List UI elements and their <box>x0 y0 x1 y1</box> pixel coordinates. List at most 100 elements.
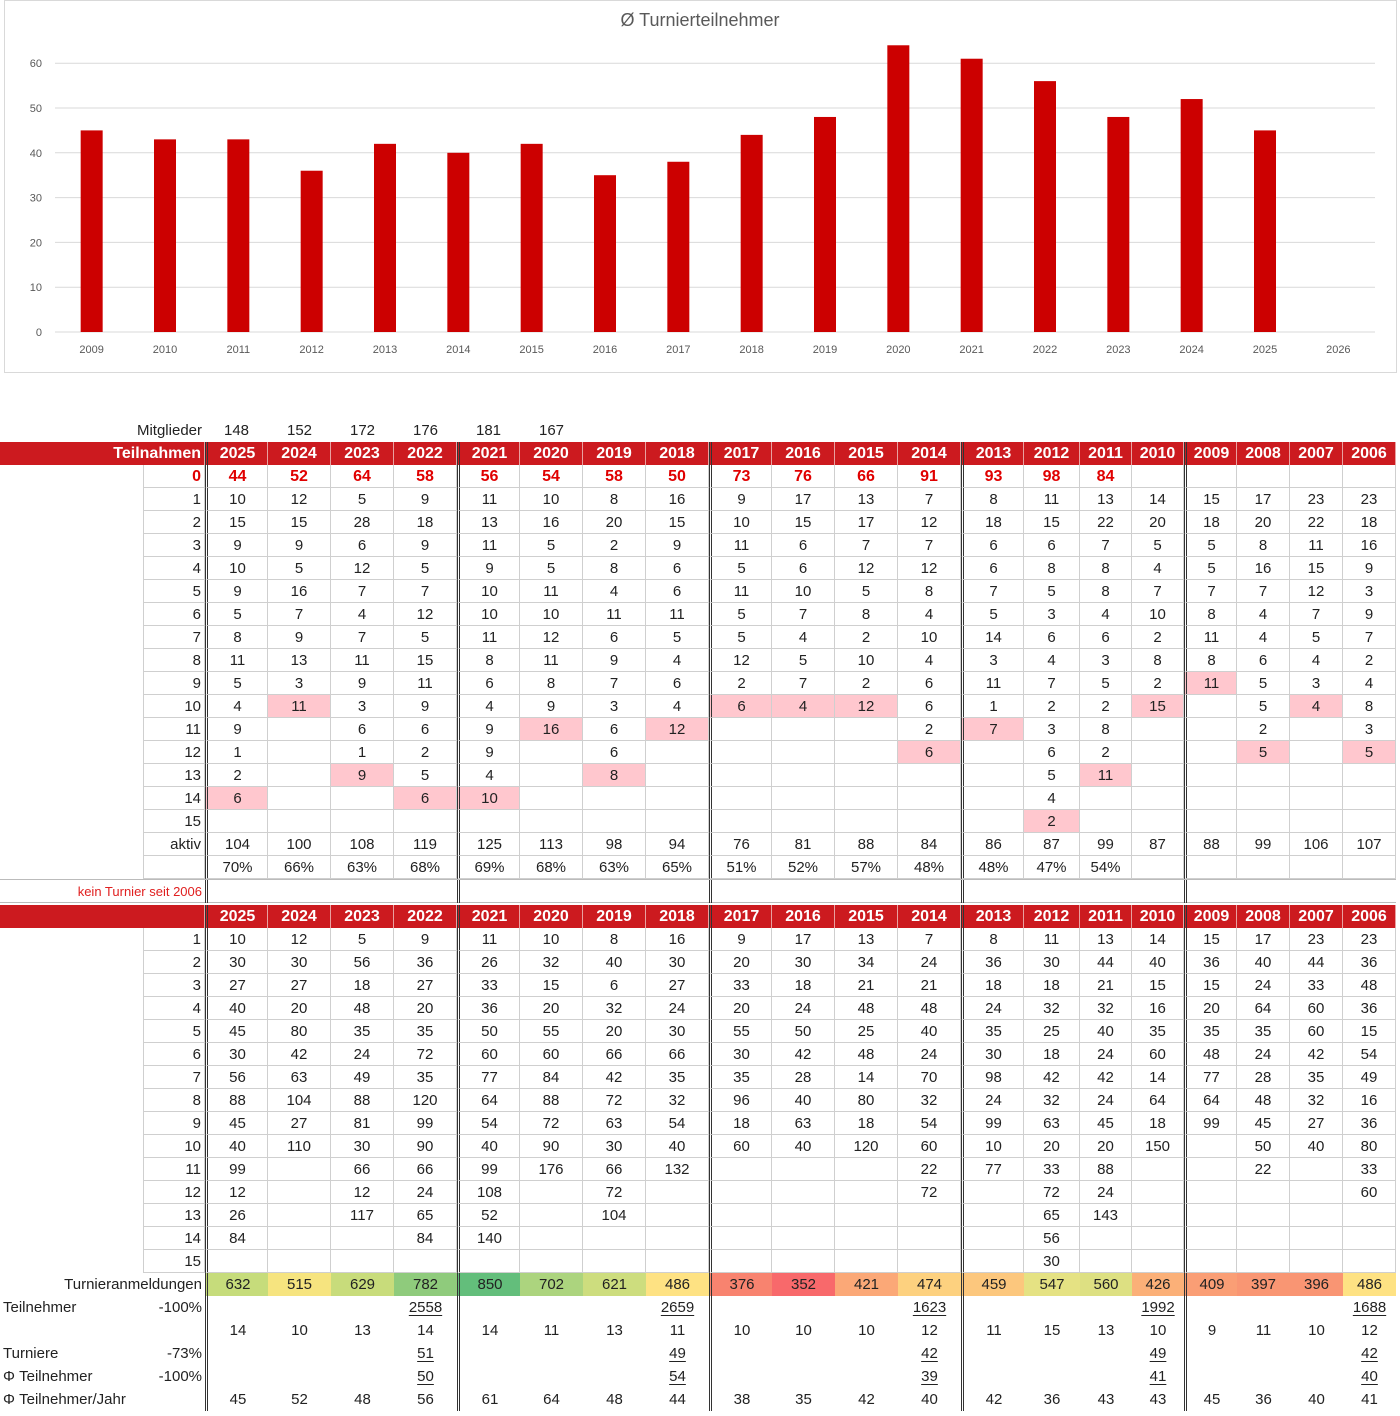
cell: 2 <box>1132 672 1184 695</box>
bar-2012 <box>300 170 323 332</box>
cell: 18 <box>835 1112 898 1135</box>
cell <box>709 764 772 787</box>
cell: 60 <box>1290 997 1343 1020</box>
cell: 10 <box>858 1322 875 1339</box>
participation-row: 4 10 5 12 5 9 5 8 6 5 6 12 12 6 8 8 4 5 16 15 9 <box>0 557 1396 580</box>
y-tick-label: 10 <box>30 282 42 294</box>
cell: 99 <box>961 1112 1024 1135</box>
y-tick-label: 50 <box>30 103 42 115</box>
cell <box>835 1296 898 1319</box>
row-label: 7 <box>143 626 205 649</box>
cell <box>268 1250 331 1273</box>
cell <box>520 787 583 810</box>
cell <box>1237 1296 1290 1319</box>
cell <box>1290 880 1343 903</box>
cell <box>709 1342 772 1365</box>
points-row: 5 45 80 35 35 50 55 20 30 55 50 25 40 35 25 40 35 35 35 60 1… <box>0 1020 1396 1043</box>
cell: 70 <box>898 1066 961 1089</box>
cell: 9 <box>331 672 394 695</box>
cell <box>709 1365 772 1388</box>
spacer <box>0 1158 143 1181</box>
cell: 24 <box>1237 1043 1290 1066</box>
cell <box>1343 465 1396 488</box>
cell: 42 <box>268 1043 331 1066</box>
spacer <box>0 951 143 974</box>
cell: 32 <box>1024 1089 1080 1112</box>
spacer <box>0 1089 143 1112</box>
cell <box>898 787 961 810</box>
row-label: 12 <box>143 1181 205 1204</box>
cell: 11 <box>583 603 646 626</box>
cell: 20 <box>583 511 646 534</box>
cell: 2 <box>205 764 268 787</box>
cell: 54 <box>520 465 583 488</box>
cell <box>1290 856 1343 879</box>
cell: 12 <box>835 557 898 580</box>
cell: 24 <box>1080 1181 1132 1204</box>
cell: 24 <box>1237 974 1290 997</box>
row-label: 10 <box>143 695 205 718</box>
cell: 32 <box>646 1089 709 1112</box>
cell <box>646 1227 709 1250</box>
cell: 66% <box>268 856 331 879</box>
cell <box>835 1227 898 1250</box>
cell: 30 <box>1024 951 1080 974</box>
cell: 49 <box>1343 1066 1396 1089</box>
row-label: 9 <box>143 1112 205 1135</box>
cell <box>1132 718 1184 741</box>
cell <box>1080 880 1132 903</box>
note-row: kein Turnier seit 2006 <box>0 879 1396 903</box>
cell: 45 <box>1237 1112 1290 1135</box>
cell: 56 <box>1024 1227 1080 1250</box>
cell <box>709 1227 772 1250</box>
cell: 36 <box>457 997 520 1020</box>
cell: 8 <box>961 928 1024 951</box>
cell: 4 <box>1237 626 1290 649</box>
spacer <box>0 488 143 511</box>
participation-row: 5 9 16 7 7 10 11 4 6 11 10 5 8 7 5 8 7 7 7 12 3 <box>0 580 1396 603</box>
cell: 60 <box>898 1135 961 1158</box>
cell <box>1343 1204 1396 1227</box>
cell: 32 <box>1290 1089 1343 1112</box>
cell <box>268 1158 331 1181</box>
cell: 7 <box>1080 534 1132 557</box>
spacer <box>0 1066 143 1089</box>
cell: 18 <box>331 974 394 997</box>
average-participants-chart: Ø Turnierteilnehmer 0 10 20 30 40 50 60 2009 2010… <box>4 0 1397 373</box>
cell: 56 <box>457 465 520 488</box>
bar-2025 <box>1254 130 1276 332</box>
cell: 16 <box>1132 997 1184 1020</box>
cell: 7 <box>961 718 1024 741</box>
cell: 20 <box>709 997 772 1020</box>
cell: 396 <box>1290 1273 1343 1296</box>
cell: 6 <box>394 718 457 741</box>
cell: 25 <box>1024 1020 1080 1043</box>
points-row: 1 10 12 5 9 11 10 8 16 9 17 13 7 8 11 13 14 15 17 23 23 <box>0 928 1396 951</box>
cell: 76 <box>772 465 835 488</box>
cell: 11 <box>457 534 520 557</box>
cell: 2558 <box>408 1299 443 1316</box>
cell: 56 <box>331 951 394 974</box>
cell <box>1080 1296 1132 1319</box>
cell: 90 <box>520 1135 583 1158</box>
cell: 18 <box>1132 1112 1184 1135</box>
cell: 9 <box>205 534 268 557</box>
cell: 49 <box>331 1066 394 1089</box>
cell <box>961 1365 1024 1388</box>
row-label: 3 <box>143 534 205 557</box>
cell <box>835 880 898 903</box>
cell <box>457 1342 520 1365</box>
year-header: 2016 <box>772 905 835 928</box>
cell: 632 <box>205 1273 268 1296</box>
cell: 11 <box>961 672 1024 695</box>
cell: 80 <box>1343 1135 1396 1158</box>
cell: 11 <box>331 649 394 672</box>
cell: 64 <box>457 1089 520 1112</box>
cell <box>835 1365 898 1388</box>
cell: 16 <box>520 511 583 534</box>
cell: 15 <box>1024 511 1080 534</box>
cell <box>1290 465 1343 488</box>
cell <box>520 1365 583 1388</box>
cell: 10 <box>205 557 268 580</box>
cell: 7 <box>331 626 394 649</box>
